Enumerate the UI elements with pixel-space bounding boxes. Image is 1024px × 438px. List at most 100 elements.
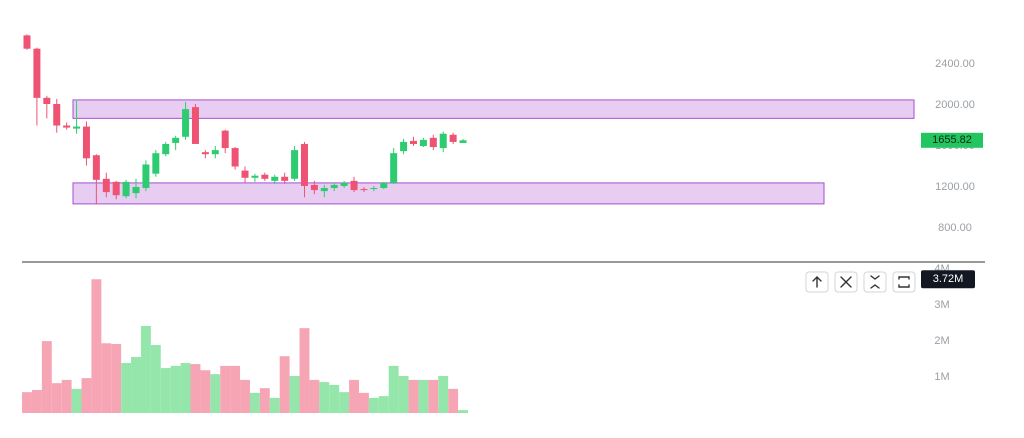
candle-body <box>409 140 417 144</box>
candle-body <box>310 184 318 191</box>
volume-bar <box>428 379 439 413</box>
volume-marker-label: 3.72M <box>933 273 964 285</box>
volume-tick-label: 3M <box>934 299 949 311</box>
candle-body <box>23 35 31 49</box>
volume-bar <box>378 396 389 413</box>
zone <box>72 99 915 119</box>
volume-bar <box>210 374 221 413</box>
volume-bar <box>31 389 42 413</box>
volume-bar <box>91 279 102 413</box>
volume-bar <box>170 365 181 413</box>
volume-marker-box <box>921 270 975 289</box>
volume-bar <box>279 356 290 413</box>
collapse-button[interactable] <box>863 271 887 293</box>
candle-body <box>251 175 259 178</box>
volume-bar <box>61 379 72 413</box>
candle-body <box>102 178 110 193</box>
volume-bar <box>249 392 260 413</box>
candle-body <box>439 133 447 149</box>
candle-body <box>241 170 249 178</box>
candle-body <box>33 48 41 98</box>
volume-bar <box>339 392 350 413</box>
volume-bar <box>140 325 151 413</box>
volume-bar <box>448 388 459 413</box>
volume-bar <box>368 397 379 413</box>
volume-bar <box>358 392 369 413</box>
volume-bar <box>81 378 92 413</box>
candle-body <box>73 126 81 129</box>
volume-bar <box>131 356 141 413</box>
volume-bar <box>289 375 300 413</box>
volume-bar <box>309 379 320 413</box>
volume-bar <box>329 384 340 413</box>
candle-body <box>172 137 180 143</box>
volume-bar <box>51 383 62 413</box>
candle-body <box>43 97 51 105</box>
candle-body <box>300 143 308 186</box>
candle-body <box>152 153 160 174</box>
candle-body <box>380 182 388 189</box>
volume-bar <box>160 368 171 413</box>
candle-body <box>53 104 61 126</box>
candle-body <box>201 152 209 155</box>
candle-body <box>82 126 90 159</box>
maximize-button[interactable] <box>892 271 916 293</box>
scroll-up-button[interactable] <box>805 271 829 293</box>
plot: 800.001200.001600.002000.002400.001M2M3M… <box>22 34 975 413</box>
candle-body <box>231 148 239 167</box>
candle-body <box>350 180 358 191</box>
volume-bar <box>388 365 399 413</box>
volume-bar <box>349 379 359 413</box>
candle-body <box>419 139 427 147</box>
candle-body <box>271 176 279 181</box>
volume-bar <box>398 375 409 413</box>
candle-body <box>63 125 71 128</box>
candle-body <box>122 181 130 197</box>
candle-body <box>320 188 328 192</box>
volume-bar <box>190 364 201 413</box>
volume-bar <box>71 388 82 413</box>
volume-bar <box>150 345 161 413</box>
y-tick-label: 1200.00 <box>935 181 975 193</box>
candle-body <box>390 153 398 183</box>
volume-bar <box>269 397 280 413</box>
volume-bar <box>220 365 231 413</box>
volume-bar <box>458 410 468 413</box>
volume-bar <box>41 341 52 413</box>
candle-body <box>291 150 299 179</box>
volume-bar <box>22 392 32 413</box>
candle-body <box>459 140 467 143</box>
candle-body <box>340 182 348 186</box>
y-tick-label: 2400.00 <box>935 58 975 70</box>
volume-bar <box>101 343 112 413</box>
volume-bar <box>408 379 419 413</box>
close-button[interactable] <box>834 271 858 293</box>
volume-bar <box>418 379 429 413</box>
volume-tick-label: 2M <box>934 335 949 347</box>
zone <box>72 182 825 205</box>
y-tick-label: 800.00 <box>938 222 972 234</box>
candle-body <box>211 150 219 155</box>
volume-bar <box>180 363 191 413</box>
candle-body <box>261 174 269 179</box>
y-tick-label: 2000.00 <box>935 99 975 111</box>
candle-body <box>370 188 378 190</box>
volume-bar <box>111 343 122 413</box>
volume-bar <box>121 363 132 413</box>
volume-bar <box>299 328 310 413</box>
candle-body <box>360 189 368 191</box>
candle-body <box>162 143 170 155</box>
last-price-label: 1655.82 <box>932 134 972 146</box>
last-price-box <box>921 132 983 148</box>
volume-bar <box>259 388 270 413</box>
candle-body <box>182 109 190 137</box>
volume-bar <box>230 365 241 413</box>
candle-body <box>92 155 100 180</box>
volume-bar <box>438 375 449 413</box>
candle-body <box>191 107 199 144</box>
volume-bar <box>319 382 330 413</box>
candle-body <box>330 184 338 189</box>
volume-bar <box>200 370 211 413</box>
volume-bar <box>240 379 250 413</box>
